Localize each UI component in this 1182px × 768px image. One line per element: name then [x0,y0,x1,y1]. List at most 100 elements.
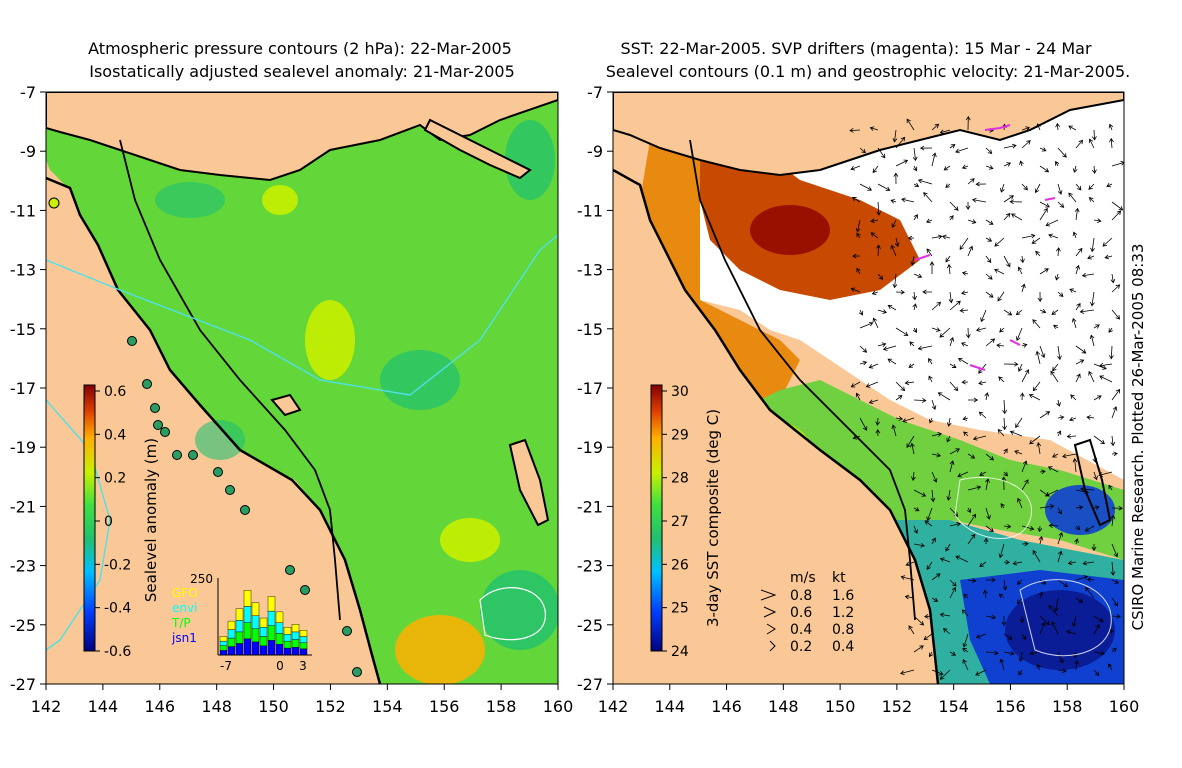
velocity-arrow [872,317,879,329]
velocity-arrow [893,172,899,185]
y-tick-label: -13 [10,261,36,280]
y-tick-label: -21 [10,497,36,516]
sla-colorbar [83,384,96,652]
velocity-arrow [1091,129,1097,141]
velocity-arrow [985,453,995,461]
velocity-arrow [869,126,879,131]
sea-region [46,92,558,684]
velocity-arrow [1051,621,1059,635]
velocity-key-kt: 0.4 [832,639,854,655]
x-tick-label: 142 [31,697,62,716]
velocity-arrow [946,417,952,427]
velocity-arrow [871,290,879,296]
y-tick-label: -9 [587,142,603,161]
velocity-arrow [891,219,897,229]
sst-green-region [720,380,1124,560]
velocity-arrow [975,327,987,332]
velocity-arrow [1021,233,1036,239]
velocity-arrow [1061,453,1077,459]
inset-x-tick-label: 3 [299,659,307,673]
velocity-arrow [913,615,925,626]
velocity-arrow [1075,489,1089,495]
velocity-arrow [907,235,915,241]
australia-coastline [46,176,382,684]
velocity-arrow [1021,479,1029,491]
velocity-arrow [901,197,915,203]
velocity-arrow [966,507,971,514]
velocity-arrow [998,593,1005,599]
sla-colorbar-label: Sealevel anomaly (m) [142,438,160,602]
velocity-arrow [849,128,861,133]
velocity-arrow [1057,345,1062,361]
velocity-arrow [949,201,959,211]
velocity-arrow [1090,237,1095,253]
velocity-arrow [1075,247,1083,257]
inset-bar [235,620,244,633]
right-x-axis: 142 144 146 148 150 152 154 156 158 160 [598,684,1139,716]
velocity-arrow [967,578,977,583]
velocity-arrow [1003,524,1012,529]
velocity-arrow [1039,504,1055,509]
velocity-arrow [1029,650,1041,656]
velocity-arrow [1093,624,1100,635]
y-tick-label: -13 [577,261,603,280]
x-tick-label: 160 [543,697,574,716]
velocity-arrow [910,442,915,455]
inset-bar [243,622,252,640]
velocity-arrow [925,218,933,224]
velocity-arrow [1017,497,1023,509]
velocity-arrow [1104,254,1113,260]
velocity-arrow [939,557,951,563]
velocity-arrow [997,429,1005,437]
velocity-arrow [913,507,920,512]
velocity-arrow [1039,268,1049,275]
velocity-arrow [959,308,969,313]
velocity-arrow [967,485,982,491]
velocity-arrow [983,537,989,545]
velocity-arrow [978,380,987,386]
velocity-arrow [1081,272,1095,278]
velocity-arrow [1080,486,1095,492]
velocity-arrow [1111,579,1120,584]
velocity-arrow [949,448,960,455]
velocity-arrow [1019,615,1025,624]
x-tick-label: 142 [598,697,629,716]
velocity-arrow [1102,237,1113,247]
velocity-arrow [1050,370,1059,383]
velocity-key-arrow [766,623,776,635]
y-tick-label: -15 [10,320,36,339]
velocity-arrow [1003,448,1008,455]
sla-colorbar-ticks: 0.6 0.4 0.2 0 -0.2 -0.4 -0.6 [95,384,131,660]
velocity-arrow [1039,201,1050,208]
velocity-arrow [892,129,898,143]
velocity-arrow [979,471,987,476]
velocity-key-ms: 0.4 [790,622,812,638]
velocity-arrow [967,178,975,185]
velocity-arrow [1016,579,1023,585]
velocity-arrow [1075,359,1085,365]
velocity-arrow [929,417,934,424]
velocity-arrow [985,507,991,520]
inset-bar [291,624,300,633]
velocity-arrow [1000,503,1005,509]
inset-bar [251,641,260,656]
australia-land [613,170,938,684]
velocity-arrow [895,381,906,392]
velocity-arrow [1068,125,1077,131]
velocity-arrow [1015,309,1023,316]
velocity-arrow [902,417,915,423]
velocity-arrow [985,478,990,491]
velocity-arrow [985,614,997,620]
inset-legend-label: T/P [171,616,191,630]
velocity-arrow [1099,375,1113,383]
velocity-arrow [939,612,951,618]
velocity-arrow [931,152,937,167]
velocity-arrow [913,273,923,279]
velocity-arrow [1018,669,1023,676]
velocity-arrow [1092,453,1098,463]
velocity-arrow [1002,579,1008,591]
velocity-arrow [926,561,933,570]
velocity-key-ms: 0.2 [790,639,812,655]
left-map-area [46,92,558,684]
